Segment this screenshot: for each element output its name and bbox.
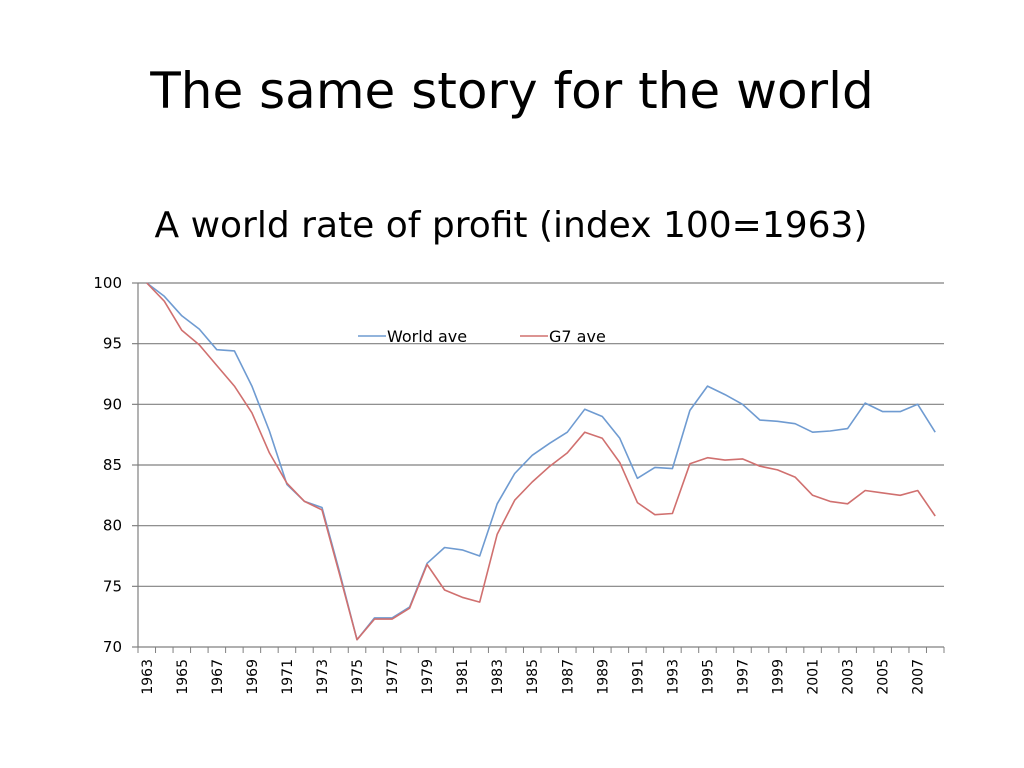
- x-tick-label-2005: 2005: [876, 659, 892, 695]
- x-tick-label-1975: 1975: [350, 659, 366, 695]
- x-tick-label-1977: 1977: [385, 659, 401, 695]
- x-tick-label-1985: 1985: [525, 659, 541, 695]
- x-tick-label-2007: 2007: [911, 659, 927, 695]
- legend-label-world-ave: World ave: [387, 327, 467, 346]
- y-tick-label-100: 100: [93, 274, 122, 292]
- legend: World ave G7 ave: [358, 327, 606, 346]
- series-line-world-ave: [146, 282, 936, 641]
- y-tick-label-75: 75: [103, 577, 122, 595]
- x-tick-label-1967: 1967: [210, 659, 226, 695]
- slide-title: The same story for the world: [150, 62, 874, 120]
- y-tick-label-80: 80: [103, 517, 122, 535]
- x-tick-label-1989: 1989: [595, 659, 611, 695]
- y-tick-label-85: 85: [103, 456, 122, 474]
- y-tick-label-95: 95: [103, 335, 122, 353]
- x-tick-label-1965: 1965: [175, 659, 191, 695]
- x-tick-label-1993: 1993: [665, 659, 681, 695]
- x-tick-label-1969: 1969: [245, 659, 261, 695]
- series-lines: [146, 282, 936, 641]
- chart-title: A world rate of profit (index 100=1963): [155, 205, 868, 246]
- x-tick-label-1973: 1973: [315, 659, 331, 695]
- x-tick-label-2003: 2003: [841, 659, 857, 695]
- x-tick-label-1981: 1981: [455, 659, 471, 695]
- series-line-g7-ave: [146, 282, 936, 641]
- x-tick-label-1979: 1979: [420, 659, 436, 695]
- x-tick-label-1999: 1999: [771, 659, 787, 695]
- x-tick-label-1991: 1991: [630, 659, 646, 695]
- x-tick-label-1983: 1983: [490, 659, 506, 695]
- x-tick-label-1987: 1987: [560, 659, 576, 695]
- x-tick-label-2001: 2001: [806, 659, 822, 695]
- x-tick-label-1995: 1995: [700, 659, 716, 695]
- y-tick-label-70: 70: [103, 638, 122, 656]
- x-axis-ticks: 1963 1965 1967 1969 1971 1973 1975 1977 1979 1981…: [137, 647, 945, 695]
- legend-label-g7-ave: G7 ave: [549, 327, 606, 346]
- gridlines: [138, 282, 944, 587]
- y-tick-label-90: 90: [103, 395, 122, 413]
- x-tick-label-1997: 1997: [736, 659, 752, 695]
- x-tick-label-1963: 1963: [140, 659, 156, 695]
- y-axis-ticks: 70 75 80 85 90 95 100: [93, 274, 138, 656]
- x-tick-label-1971: 1971: [280, 659, 296, 695]
